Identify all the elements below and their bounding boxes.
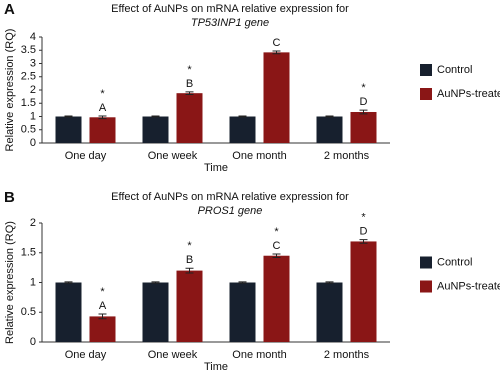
x-tick-label: One week (148, 150, 198, 162)
y-tick-label: 2 (30, 217, 36, 229)
y-tick-label: 4 (30, 31, 36, 43)
chart-subtitle: PROS1 gene (198, 205, 263, 217)
significance-letter: D (360, 96, 368, 108)
significance-letter: B (186, 78, 193, 90)
y-axis-label: Relative expression (RQ) (4, 29, 16, 152)
bar (229, 282, 256, 342)
bar (142, 282, 169, 342)
y-tick-label: 2.5 (21, 71, 36, 83)
bar (176, 93, 203, 143)
significance-letter: B (186, 254, 193, 266)
error-bar (64, 115, 73, 118)
x-tick-label: 2 months (324, 150, 370, 162)
error-bar (185, 91, 194, 96)
error-bar (272, 50, 281, 55)
y-tick-label: 1.5 (21, 247, 36, 259)
error-bar (98, 115, 107, 120)
x-tick-label: 2 months (324, 349, 370, 361)
panel-label: A (4, 1, 15, 18)
y-axis-label: Relative expression (RQ) (4, 221, 16, 344)
y-tick-label: 1 (30, 110, 36, 122)
significance-letter: C (273, 37, 281, 49)
bar (263, 52, 290, 144)
significance-star: * (187, 240, 192, 252)
x-tick-label: One month (232, 349, 286, 361)
legend-label: Control (437, 64, 472, 76)
significance-letter: D (360, 226, 368, 238)
y-tick-label: 1 (30, 276, 36, 288)
error-bar (359, 109, 368, 115)
y-tick-label: 0 (30, 336, 36, 348)
y-tick-label: 1.5 (21, 97, 36, 109)
bar (176, 270, 203, 342)
error-bar (151, 281, 160, 284)
x-tick-label: One day (65, 150, 107, 162)
y-tick-label: 0 (30, 137, 36, 149)
chart-subtitle: TP53INP1 gene (191, 17, 269, 29)
panel-label: B (4, 189, 15, 206)
x-axis-label: Time (204, 162, 228, 174)
y-tick-label: 0.5 (21, 124, 36, 136)
significance-letter: A (99, 102, 107, 114)
legend-swatch (420, 64, 432, 76)
significance-star: * (274, 226, 279, 238)
legend-label: AuNPs-treated (437, 88, 500, 100)
y-tick-label: 3.5 (21, 44, 36, 56)
significance-star: * (100, 88, 105, 100)
significance-star: * (361, 212, 366, 224)
error-bar (64, 281, 73, 284)
error-bar (151, 115, 160, 118)
bar (55, 282, 82, 342)
error-bar (359, 239, 368, 244)
bar (229, 116, 256, 143)
bar (89, 316, 116, 342)
significance-letter: A (99, 300, 107, 312)
error-bar (238, 281, 247, 284)
legend-label: Control (437, 256, 472, 268)
bar (142, 116, 169, 143)
x-axis-label: Time (204, 361, 228, 373)
legend-swatch (420, 256, 432, 269)
y-tick-label: 2 (30, 84, 36, 96)
significance-star: * (361, 82, 366, 94)
bar (89, 117, 116, 143)
chart-title: Effect of AuNPs on mRNA relative express… (111, 191, 349, 203)
legend-label: AuNPs-treated (437, 280, 500, 292)
error-bar (185, 267, 194, 274)
significance-star: * (187, 64, 192, 76)
y-tick-label: 3 (30, 57, 36, 69)
error-bar (325, 115, 334, 118)
bar (350, 241, 377, 342)
bar (55, 116, 82, 143)
significance-star: * (100, 286, 105, 298)
legend-swatch (420, 280, 432, 293)
bar (316, 116, 343, 143)
error-bar (238, 115, 247, 118)
x-tick-label: One week (148, 349, 198, 361)
significance-letter: C (273, 240, 281, 252)
bar (316, 282, 343, 342)
error-bar (98, 313, 107, 320)
bar (350, 111, 377, 143)
legend-swatch (420, 88, 432, 100)
chart-title: Effect of AuNPs on mRNA relative express… (111, 3, 349, 15)
error-bar (272, 253, 281, 259)
bar (263, 255, 290, 342)
x-tick-label: One day (65, 349, 107, 361)
x-tick-label: One month (232, 150, 286, 162)
error-bar (325, 281, 334, 284)
y-tick-label: 0.5 (21, 306, 36, 318)
